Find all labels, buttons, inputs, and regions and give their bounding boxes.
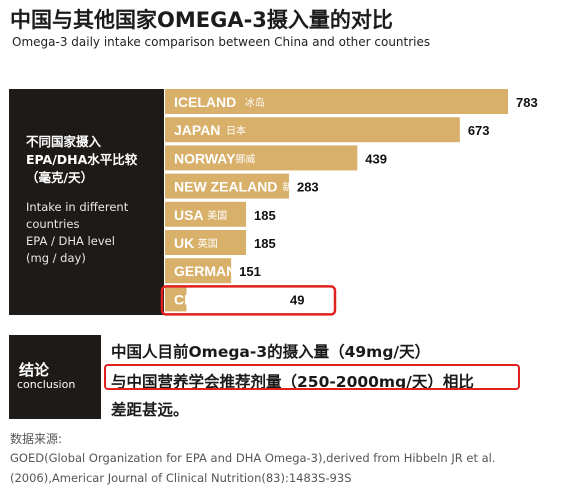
bar-germany: [165, 258, 232, 284]
bar-label-cn: 中国: [226, 293, 246, 306]
bar-value: 185: [254, 208, 276, 223]
bar-new-zealand: [165, 173, 289, 199]
bar-iceland: [165, 89, 508, 114]
bar-norway: [165, 145, 358, 171]
conclusion-line-1: 中国人目前Omega-3的摄入量（49mg/天）: [111, 343, 431, 361]
panel-en-line-4: (mg / day): [26, 251, 86, 265]
bar-label: USA: [174, 207, 204, 223]
bar-japan: [165, 117, 460, 143]
bar-uk: [165, 230, 247, 255]
panel-en-line-2: countries: [26, 217, 80, 231]
chart-side-panel: [9, 89, 164, 315]
panel-en-line-3: EPA / DHA level: [26, 234, 115, 248]
page-title: 中国与其他国家OMEGA-3摄入量的对比: [10, 8, 393, 32]
bar-value: 185: [254, 236, 276, 251]
bar-label: ICELAND: [174, 94, 236, 110]
bar-label-cn: 英国: [198, 237, 218, 250]
intake-bar-chart: ICELAND 冰岛 783 JAPAN 日本 673 NORWAY 挪威 439 NEW ZEA…: [160, 89, 538, 316]
bar-china: [165, 286, 187, 312]
highlight-border: [160, 285, 337, 316]
bar-label-cn: 美国: [207, 209, 227, 222]
bar-value: 783: [516, 95, 538, 110]
panel-english-label: Intake in different countries EPA / DHA …: [26, 199, 161, 267]
panel-cn-line-3: （毫克/天）: [26, 170, 94, 185]
bar-value: 49: [290, 292, 304, 307]
source-line-1: GOED(Global Organization for EPA and DHA…: [10, 451, 496, 465]
page-subtitle: Omega-3 daily intake comparison between …: [12, 35, 431, 49]
bar-label-cn: 冰岛: [245, 96, 265, 109]
bar-usa: [165, 201, 247, 227]
bar-label: JAPAN: [174, 122, 220, 138]
panel-cn-line-1: 不同国家摄入: [26, 134, 102, 149]
conclusion-label-en: conclusion: [17, 378, 76, 391]
bar-label: CHINA: [174, 291, 218, 307]
conclusion-box: [9, 335, 101, 419]
bar-value: 439: [365, 151, 387, 166]
bar-label: GERMANY: [174, 263, 246, 279]
panel-cn-line-2: EPA/DHA水平比较: [26, 152, 138, 167]
source-line-2: (2006),Americar Journal of Clinical Nutr…: [10, 471, 352, 485]
conclusion-line-3: 差距甚远。: [111, 401, 189, 419]
conclusion-line-2: 与中国营养学会推荐剂量（250-2000mg/天）相比: [111, 373, 474, 391]
bar-value: 151: [239, 264, 261, 279]
panel-en-line-1: Intake in different: [26, 200, 129, 214]
bar-label: NORWAY: [174, 150, 236, 166]
bar-label-cn: 日本: [226, 124, 246, 137]
panel-chinese-label: 不同国家摄入 EPA/DHA水平比较 （毫克/天）: [26, 133, 161, 187]
highlight-value-background: [281, 289, 319, 309]
bar-value: 283: [297, 180, 319, 195]
bar-label-cn: 挪威: [235, 152, 255, 165]
bar-value: 673: [468, 123, 490, 138]
conclusion-label: 结论: [19, 361, 50, 379]
conclusion-highlight-box: [104, 364, 520, 390]
source-label: 数据来源:: [10, 432, 63, 446]
bar-label: UK: [174, 235, 194, 251]
bar-label: NEW ZEALAND: [174, 179, 277, 195]
bar-label-cn: 新西兰: [282, 181, 312, 194]
bar-label-cn: 德国: [245, 265, 265, 278]
